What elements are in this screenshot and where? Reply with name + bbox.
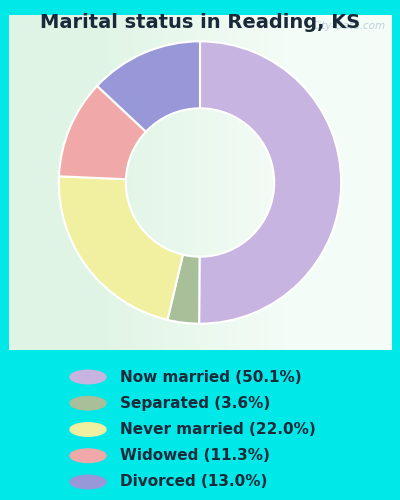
Circle shape bbox=[70, 370, 106, 384]
Wedge shape bbox=[199, 42, 341, 324]
Circle shape bbox=[70, 475, 106, 489]
Wedge shape bbox=[59, 86, 146, 179]
Circle shape bbox=[70, 423, 106, 436]
Text: Now married (50.1%): Now married (50.1%) bbox=[120, 370, 302, 384]
Text: Widowed (11.3%): Widowed (11.3%) bbox=[120, 448, 270, 463]
Circle shape bbox=[70, 449, 106, 462]
Wedge shape bbox=[168, 254, 200, 324]
Text: Separated (3.6%): Separated (3.6%) bbox=[120, 396, 270, 411]
Text: Marital status in Reading, KS: Marital status in Reading, KS bbox=[40, 12, 360, 32]
Text: City-Data.com: City-Data.com bbox=[311, 21, 386, 31]
Text: Never married (22.0%): Never married (22.0%) bbox=[120, 422, 316, 437]
Wedge shape bbox=[97, 42, 200, 132]
Wedge shape bbox=[59, 176, 183, 320]
Circle shape bbox=[70, 396, 106, 410]
Text: Divorced (13.0%): Divorced (13.0%) bbox=[120, 474, 267, 490]
